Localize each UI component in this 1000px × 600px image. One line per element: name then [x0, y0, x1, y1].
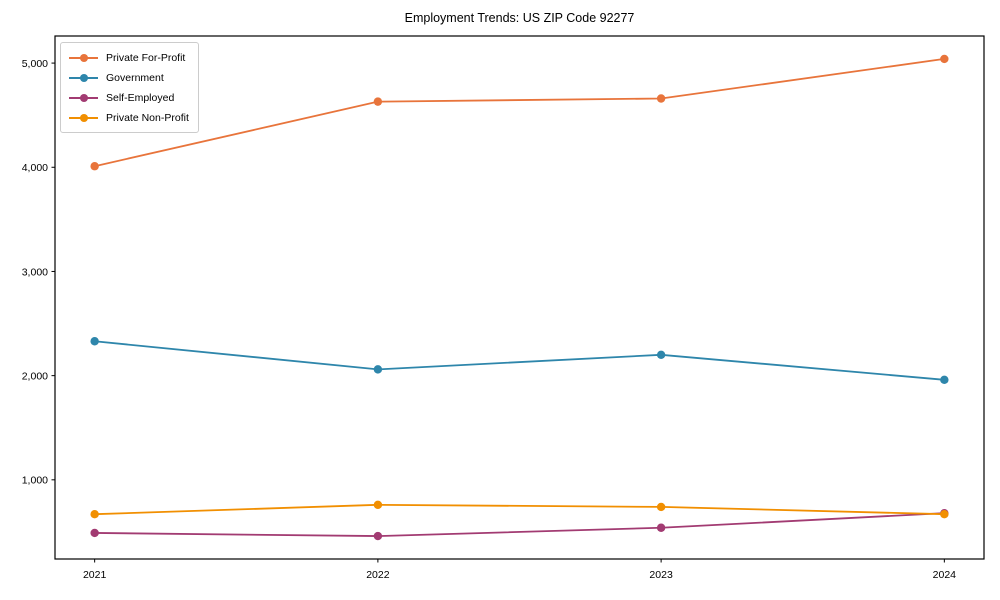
y-tick-label: 5,000 — [22, 58, 48, 70]
data-point-private-for-profit — [940, 54, 949, 64]
legend-item-private-for-profit: Private For-Profit — [69, 49, 189, 66]
plot-border — [54, 35, 985, 560]
data-point-self-employed — [656, 523, 666, 532]
data-point-self-employed — [90, 528, 99, 538]
legend-item-self-employed: Self-Employed — [69, 89, 189, 106]
legend-label: Private For-Profit — [106, 51, 186, 64]
data-point-government — [373, 365, 383, 374]
chart-title: Employment Trends: US ZIP Code 92277 — [404, 11, 635, 25]
data-point-government — [656, 350, 666, 360]
legend-item-private-non-profit: Private Non-Profit — [69, 109, 189, 126]
x-tick-label: 2021 — [83, 569, 107, 581]
x-tick-label: 2023 — [649, 569, 673, 581]
data-point-government — [940, 375, 949, 385]
legend: Private For-Profit Government Self-Employe… — [60, 42, 199, 133]
y-tick-label: 3,000 — [22, 266, 48, 278]
legend-line-marker-icon — [69, 93, 98, 103]
y-tick-label: 4,000 — [22, 162, 48, 174]
legend-label: Self-Employed — [106, 91, 175, 104]
legend-line-marker-icon — [69, 73, 98, 83]
data-point-self-employed — [373, 531, 383, 541]
x-tick-label: 2022 — [366, 569, 390, 581]
legend-item-government: Government — [69, 69, 189, 86]
data-point-private-non-profit — [656, 502, 666, 512]
legend-label: Government — [106, 71, 164, 84]
legend-label: Private Non-Profit — [106, 111, 189, 124]
data-point-private-non-profit — [373, 500, 383, 510]
data-point-private-for-profit — [373, 97, 383, 106]
series-line-government — [94, 340, 945, 381]
legend-line-marker-icon — [69, 113, 98, 123]
y-tick-label: 1,000 — [22, 475, 48, 487]
y-tick-label: 2,000 — [22, 370, 48, 382]
data-point-government — [90, 337, 99, 346]
data-point-private-non-profit — [940, 510, 949, 519]
series-line-private-non-profit — [94, 503, 945, 516]
data-point-private-for-profit — [656, 94, 666, 103]
x-tick-label: 2024 — [933, 569, 957, 581]
series-line-private-for-profit — [94, 58, 945, 168]
data-point-private-non-profit — [90, 510, 99, 519]
legend-line-marker-icon — [69, 53, 98, 63]
data-point-private-for-profit — [90, 162, 99, 171]
series-line-self-employed — [94, 512, 945, 537]
